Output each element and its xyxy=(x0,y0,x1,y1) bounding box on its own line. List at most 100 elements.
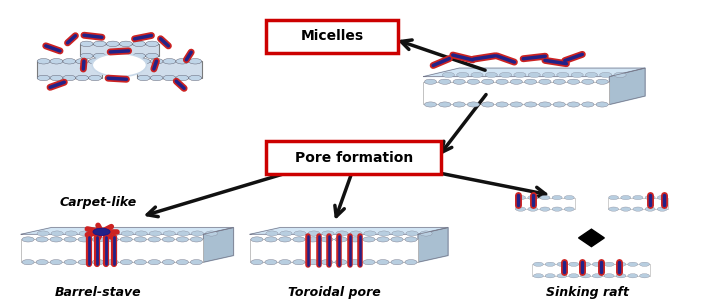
Circle shape xyxy=(616,274,626,278)
Circle shape xyxy=(135,231,147,236)
Circle shape xyxy=(567,102,579,107)
Circle shape xyxy=(633,196,643,200)
Circle shape xyxy=(640,274,650,278)
Circle shape xyxy=(556,72,569,77)
Circle shape xyxy=(36,259,48,265)
Circle shape xyxy=(528,196,538,200)
Circle shape xyxy=(265,259,277,265)
Circle shape xyxy=(516,207,526,211)
Circle shape xyxy=(79,231,91,236)
Circle shape xyxy=(134,259,146,265)
Circle shape xyxy=(628,274,638,278)
Bar xyxy=(21,239,203,262)
Circle shape xyxy=(621,196,631,200)
Circle shape xyxy=(496,102,508,107)
Circle shape xyxy=(88,58,101,64)
Circle shape xyxy=(363,237,375,242)
Bar xyxy=(250,239,418,262)
Circle shape xyxy=(322,231,334,236)
Circle shape xyxy=(78,259,90,265)
Circle shape xyxy=(137,75,150,81)
Circle shape xyxy=(604,262,614,267)
Circle shape xyxy=(279,259,291,265)
Circle shape xyxy=(592,274,602,278)
Polygon shape xyxy=(21,228,233,234)
Text: Barrel-stave: Barrel-stave xyxy=(55,285,141,299)
Circle shape xyxy=(92,259,104,265)
Circle shape xyxy=(92,237,104,242)
Text: Carpet-like: Carpet-like xyxy=(60,196,136,209)
Bar xyxy=(607,198,668,209)
Circle shape xyxy=(64,259,76,265)
Circle shape xyxy=(585,72,597,77)
Circle shape xyxy=(514,72,526,77)
Circle shape xyxy=(349,237,361,242)
Circle shape xyxy=(50,237,62,242)
Circle shape xyxy=(146,53,159,59)
Circle shape xyxy=(307,259,319,265)
Polygon shape xyxy=(37,61,101,78)
Circle shape xyxy=(191,231,203,236)
Circle shape xyxy=(76,58,88,64)
Circle shape xyxy=(525,102,537,107)
Circle shape xyxy=(516,196,526,200)
Circle shape xyxy=(645,196,655,200)
Circle shape xyxy=(190,259,202,265)
Circle shape xyxy=(176,75,189,81)
Circle shape xyxy=(377,237,389,242)
Circle shape xyxy=(364,231,376,236)
Circle shape xyxy=(424,79,437,84)
Circle shape xyxy=(50,75,63,81)
Bar xyxy=(515,198,575,209)
Circle shape xyxy=(553,102,565,107)
Circle shape xyxy=(251,259,263,265)
Circle shape xyxy=(420,231,432,236)
Circle shape xyxy=(162,237,174,242)
Circle shape xyxy=(163,75,176,81)
Circle shape xyxy=(106,53,119,59)
Text: Pore formation: Pore formation xyxy=(294,151,413,165)
Circle shape xyxy=(294,231,306,236)
Circle shape xyxy=(119,41,132,47)
Text: Sinking raft: Sinking raft xyxy=(546,285,630,299)
Circle shape xyxy=(581,262,590,267)
Circle shape xyxy=(545,262,555,267)
Circle shape xyxy=(93,53,106,59)
Circle shape xyxy=(107,231,119,236)
Circle shape xyxy=(533,262,544,267)
Circle shape xyxy=(582,79,594,84)
Circle shape xyxy=(149,231,162,236)
Circle shape xyxy=(106,259,118,265)
Bar xyxy=(424,82,610,104)
Circle shape xyxy=(545,274,555,278)
Circle shape xyxy=(543,72,554,77)
Circle shape xyxy=(177,237,188,242)
Circle shape xyxy=(293,237,305,242)
Circle shape xyxy=(609,207,619,211)
Circle shape xyxy=(189,75,202,81)
Circle shape xyxy=(453,79,465,84)
Circle shape xyxy=(163,231,175,236)
Circle shape xyxy=(557,262,567,267)
Polygon shape xyxy=(579,229,605,247)
Circle shape xyxy=(592,262,602,267)
Circle shape xyxy=(189,58,202,64)
Circle shape xyxy=(539,79,551,84)
Polygon shape xyxy=(250,228,448,234)
Circle shape xyxy=(335,259,347,265)
Circle shape xyxy=(392,231,404,236)
Circle shape xyxy=(363,259,375,265)
Polygon shape xyxy=(203,228,233,262)
Circle shape xyxy=(552,196,562,200)
Circle shape xyxy=(65,231,78,236)
Circle shape xyxy=(552,207,562,211)
Circle shape xyxy=(51,231,63,236)
Circle shape xyxy=(64,237,76,242)
Circle shape xyxy=(485,72,498,77)
Circle shape xyxy=(439,79,451,84)
Circle shape xyxy=(540,207,550,211)
Circle shape xyxy=(120,259,132,265)
Circle shape xyxy=(22,237,34,242)
Circle shape xyxy=(510,102,523,107)
Circle shape xyxy=(571,72,583,77)
